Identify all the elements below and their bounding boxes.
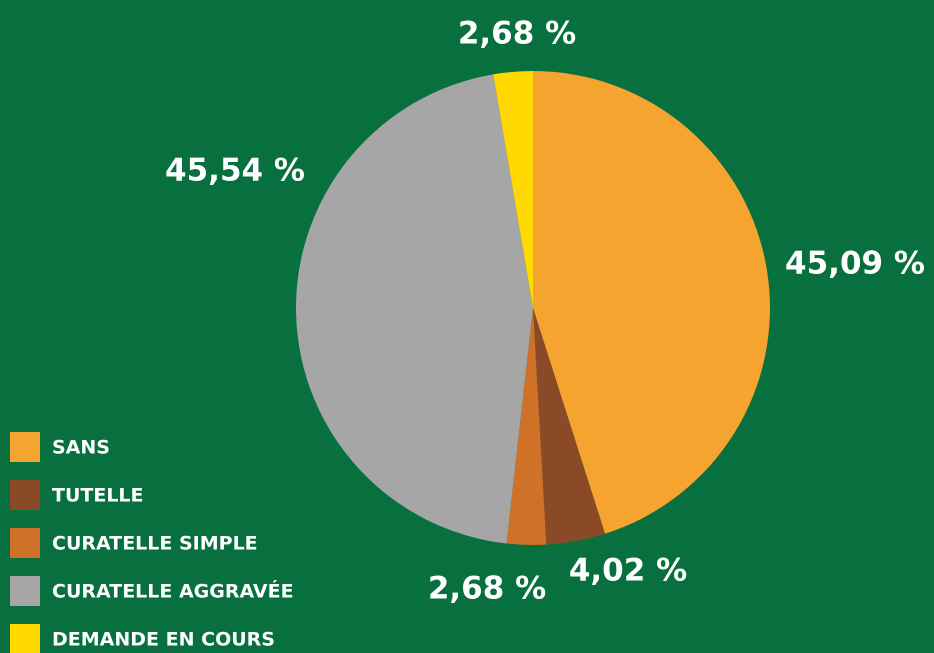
pie-slice [533,308,606,545]
legend-label: TUTELLE [52,485,144,507]
value-label: 4,02 % [569,553,687,589]
legend-swatch [10,624,40,653]
pie-slice [493,71,533,308]
value-label: 2,68 % [428,571,546,607]
legend-label: SANS [52,437,110,459]
legend-label: CURATELLE AGGRAVÉE [52,580,294,603]
pie-slice [533,71,770,534]
legend-label: CURATELLE SIMPLE [52,533,258,555]
pie-slice [506,308,547,545]
legend-swatch [10,480,40,510]
legend-label: DEMANDE EN COURS [52,629,275,651]
value-label: 45,09 % [785,246,925,282]
legend-swatch [10,576,40,606]
value-label: 45,54 % [165,153,305,189]
pie-slice [295,74,533,544]
value-label: 2,68 % [458,16,576,52]
legend-swatch [10,528,40,558]
legend-swatch [10,432,40,462]
